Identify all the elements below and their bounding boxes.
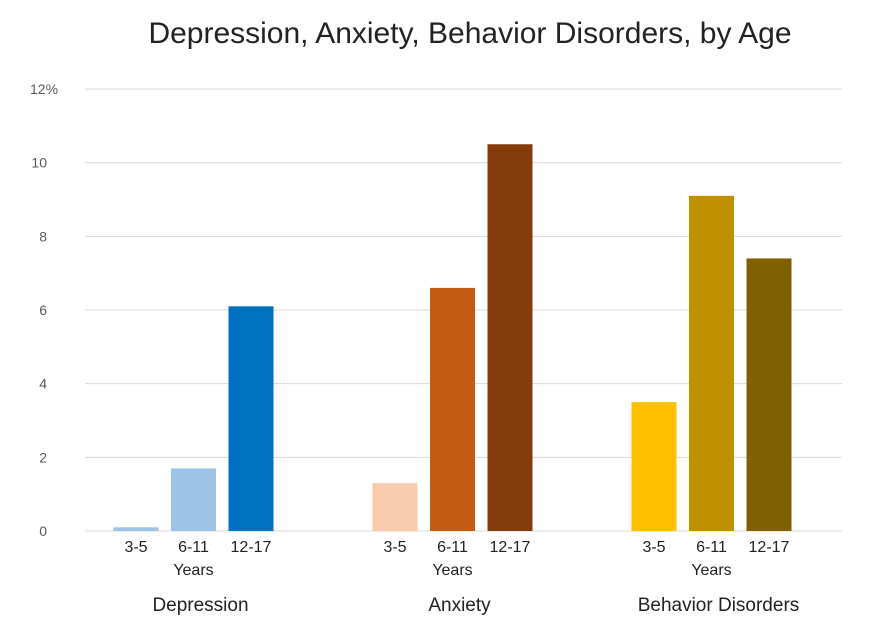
bar-anxiety-6-11 (430, 287, 475, 531)
x-tick-label: 12-17 (231, 539, 272, 556)
group-label: Depression (152, 595, 248, 616)
bar-depression-3-5 (113, 527, 159, 531)
x-tick-label: 12-17 (490, 539, 531, 556)
bar-behavior-disorders-3-5 (631, 402, 677, 531)
bar-depression-6-11 (171, 468, 216, 531)
x-tick-label: 6-11 (696, 539, 727, 556)
bar-behavior-disorders-6-11 (689, 195, 734, 532)
years-label: Years (691, 562, 731, 579)
y-tick-label: 2 (39, 449, 47, 465)
group-label: Behavior Disorders (638, 595, 800, 616)
bar-behavior-disorders-12-17 (746, 258, 792, 531)
y-tick-label: 0 (39, 523, 47, 539)
x-tick-label: 3-5 (642, 539, 665, 556)
y-tick-label: 10 (31, 155, 47, 171)
y-tick-label: 12% (30, 81, 58, 97)
bar-anxiety-3-5 (372, 483, 418, 531)
bar-depression-12-17 (228, 306, 274, 531)
x-tick-label: 12-17 (749, 539, 790, 556)
x-tick-label: 6-11 (178, 539, 209, 556)
y-tick-label: 6 (39, 302, 47, 318)
y-tick-label: 4 (39, 376, 47, 392)
years-label: Years (173, 562, 213, 579)
bar-anxiety-12-17 (487, 144, 533, 531)
group-label: Anxiety (428, 595, 491, 616)
x-tick-label: 6-11 (437, 539, 468, 556)
x-tick-label: 3-5 (124, 539, 147, 556)
chart-title: Depression, Anxiety, Behavior Disorders,… (148, 17, 791, 50)
y-tick-label: 8 (39, 228, 47, 244)
x-tick-label: 3-5 (383, 539, 406, 556)
years-label: Years (432, 562, 472, 579)
